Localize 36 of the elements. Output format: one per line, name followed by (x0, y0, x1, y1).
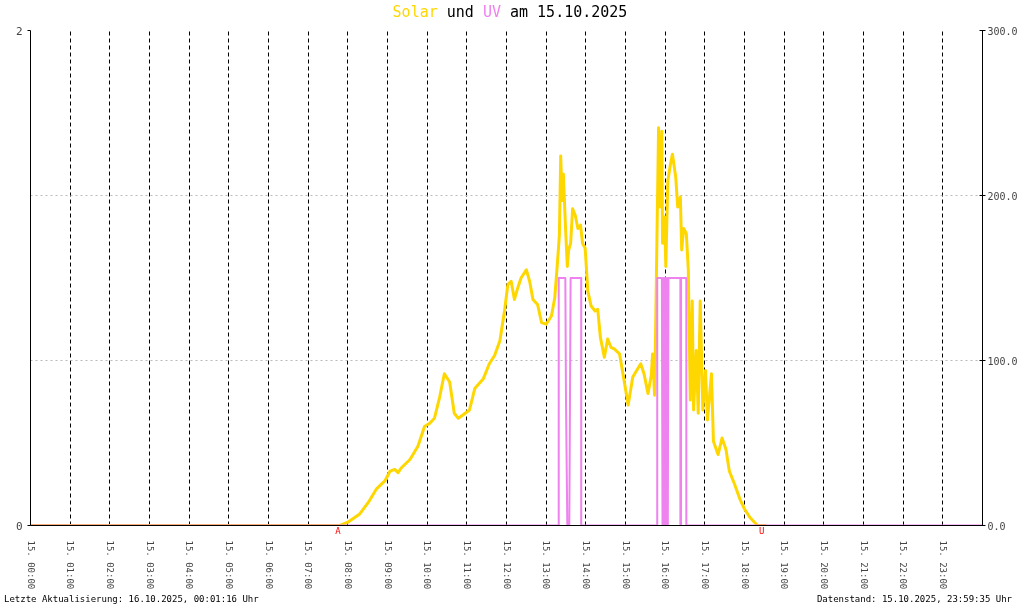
y-tick-label: 0 (15, 519, 23, 533)
x-tick-label: 15. 11:00 (461, 540, 472, 590)
x-tick-label: 15. 02:00 (104, 540, 115, 590)
y2-tick-label: 100.0 (987, 355, 1018, 367)
x-tick-label: 15. 01:00 (65, 540, 76, 590)
x-tick-label: 15. 22:00 (898, 540, 909, 590)
y-tick-label: 2 (15, 24, 23, 38)
x-tick-label: 15. 18:00 (739, 540, 750, 590)
x-tick-label: 15. 23:00 (937, 540, 948, 590)
x-tick-label: 15. 03:00 (144, 540, 155, 590)
x-tick-label: 15. 05:00 (223, 540, 234, 590)
x-tick-label: 15. 16:00 (660, 540, 671, 590)
x-tick-label: 15. 21:00 (858, 540, 869, 590)
x-tick-label: 15. 20:00 (818, 540, 829, 590)
x-tick-label: 15. 00:00 (25, 540, 36, 590)
annotation: U (758, 525, 765, 536)
x-tick-label: 15. 06:00 (263, 540, 274, 590)
x-tick-label: 15. 12:00 (501, 540, 512, 590)
x-tick-label: 15. 10:00 (422, 540, 433, 590)
x-tick-label: 15. 07:00 (303, 540, 314, 590)
x-tick-label: 15. 04:00 (184, 540, 195, 590)
x-tick-label: 15. 13:00 (541, 540, 552, 590)
x-tick-label: 15. 17:00 (699, 540, 710, 590)
x-tick-label: 15. 14:00 (580, 540, 591, 590)
x-tick-label: 15. 08:00 (342, 540, 353, 590)
line-series (30, 126, 768, 526)
text: Letzte Aktualisierung: 16.10.2025, 00:01:16 Uhr (4, 593, 259, 606)
y2-tick-label: 300.0 (987, 25, 1018, 37)
text: Datenstand: 15.10.2025, 23:59:35 Uhr (816, 593, 1012, 606)
chart-title: Solar und UV am 15.10.2025 (392, 3, 628, 21)
y2-tick-label: 0.0 (987, 520, 1006, 532)
x-tick-label: 15. 09:00 (382, 540, 393, 590)
x-tick-label: 15. 15:00 (620, 540, 631, 590)
annotation: A (335, 525, 342, 536)
x-tick-label: 15. 19:00 (779, 540, 790, 590)
y2-tick-label: 200.0 (987, 190, 1018, 202)
